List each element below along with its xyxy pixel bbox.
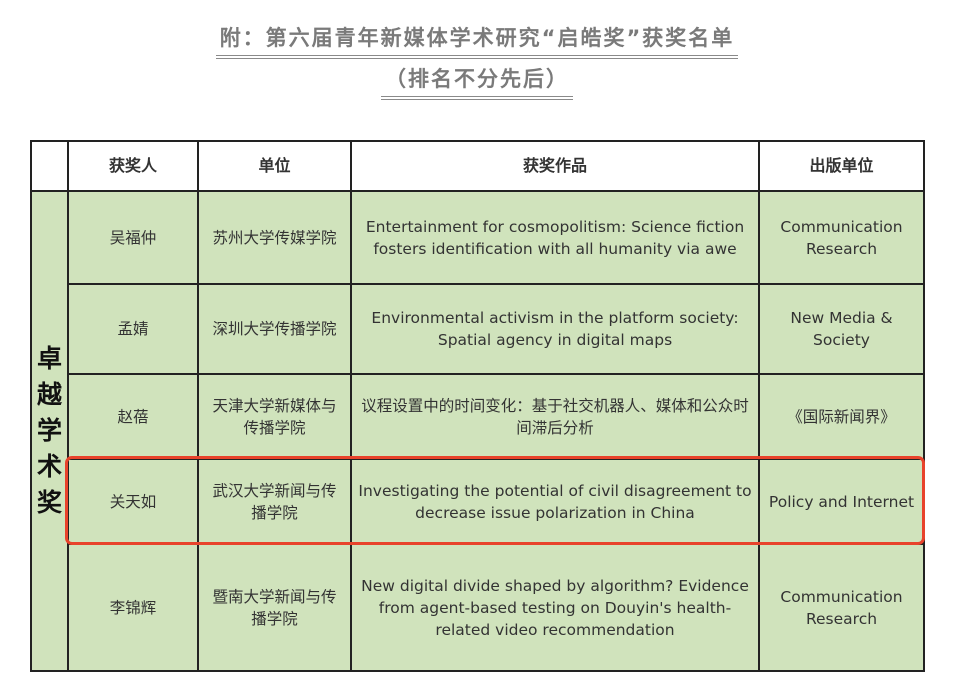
publisher-cell: New Media & Society xyxy=(758,283,925,375)
work-cell: New digital divide shaped by algorithm? … xyxy=(350,543,760,672)
awards-table: 获奖人 单位 获奖作品 出版单位 卓越学术奖 吴福仲 苏州大学传媒学院 Ente… xyxy=(30,140,925,672)
table-row: 赵蓓 天津大学新媒体与传播学院 议程设置中的时间变化：基于社交机器人、媒体和公众… xyxy=(31,373,925,460)
header-blank xyxy=(30,140,69,192)
winner-cell: 孟婧 xyxy=(67,283,199,375)
header-unit: 单位 xyxy=(197,140,352,192)
category-label: 卓越学术奖 xyxy=(36,344,62,517)
document-title: 附：第六届青年新媒体学术研究“启皓奖”获奖名单 xyxy=(0,22,954,59)
unit-cell: 天津大学新媒体与传播学院 xyxy=(197,373,352,460)
work-cell: Investigating the potential of civil dis… xyxy=(350,458,760,545)
table-row: 卓越学术奖 吴福仲 苏州大学传媒学院 Entertainment for cos… xyxy=(30,190,925,672)
unit-cell: 苏州大学传媒学院 xyxy=(197,190,352,285)
work-cell: Entertainment for cosmopolitism: Science… xyxy=(350,190,760,285)
publisher-cell: 《国际新闻界》 xyxy=(758,373,925,460)
publisher-cell: Communication Research xyxy=(758,190,925,285)
unit-cell: 暨南大学新闻与传播学院 xyxy=(197,543,352,672)
winner-cell: 关天如 xyxy=(67,458,199,545)
table-row-highlighted: 关天如 武汉大学新闻与传播学院 Investigating the potent… xyxy=(31,458,925,545)
unit-cell: 武汉大学新闻与传播学院 xyxy=(197,458,352,545)
table-row: 李锦辉 暨南大学新闻与传播学院 New digital divide shape… xyxy=(31,543,925,672)
publisher-cell: Communication Research xyxy=(758,543,925,672)
winner-cell: 赵蓓 xyxy=(67,373,199,460)
work-cell: 议程设置中的时间变化：基于社交机器人、媒体和公众时间滞后分析 xyxy=(350,373,760,460)
work-cell: Environmental activism in the platform s… xyxy=(350,283,760,375)
category-cell: 卓越学术奖 xyxy=(30,190,69,672)
header-work: 获奖作品 xyxy=(350,140,760,192)
document-subtitle: （排名不分先后） xyxy=(0,63,954,100)
header-winner: 获奖人 xyxy=(67,140,199,192)
winner-cell: 李锦辉 xyxy=(67,543,199,672)
winner-cell: 吴福仲 xyxy=(67,190,199,285)
table-row: 孟婧 深圳大学传播学院 Environmental activism in th… xyxy=(31,283,925,375)
header-publisher: 出版单位 xyxy=(758,140,925,192)
table-header-row: 获奖人 单位 获奖作品 出版单位 xyxy=(30,140,925,192)
publisher-cell: Policy and Internet xyxy=(758,458,925,545)
unit-cell: 深圳大学传播学院 xyxy=(197,283,352,375)
